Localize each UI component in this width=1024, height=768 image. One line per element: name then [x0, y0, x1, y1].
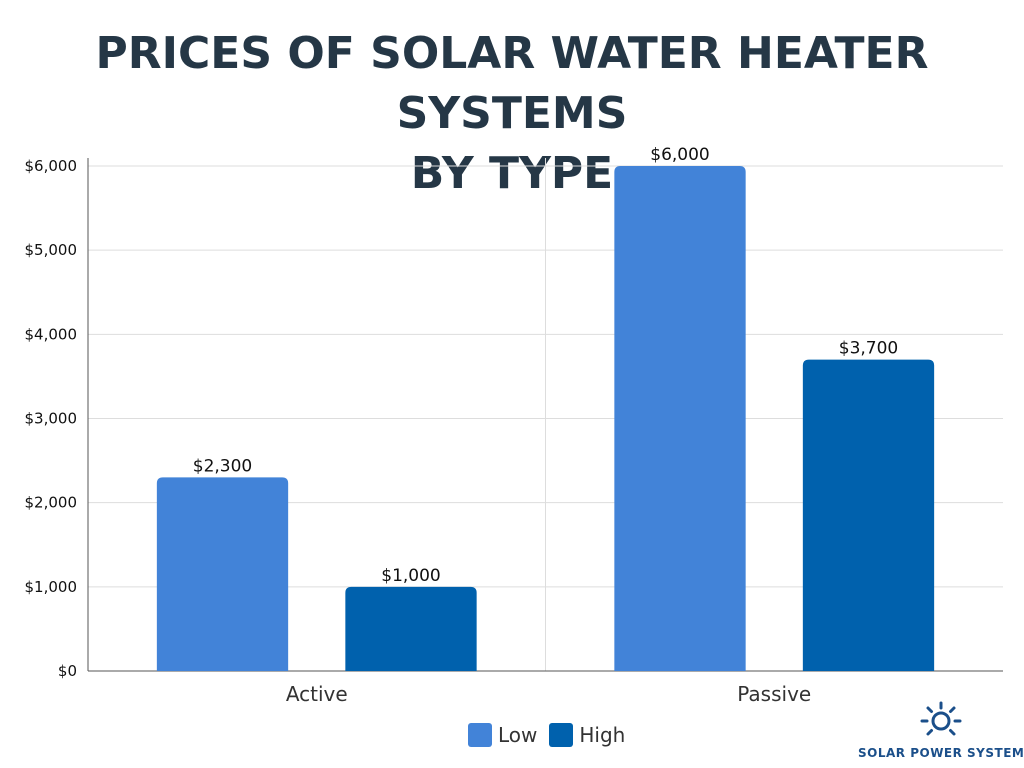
- x-tick-label: Passive: [737, 682, 811, 706]
- legend-swatch-high: [549, 723, 574, 747]
- brand-name: SOLAR POWER SYSTEMS: [858, 746, 1024, 760]
- x-tick-label: Active: [286, 682, 348, 706]
- legend-label-low: Low: [498, 723, 538, 747]
- bar-chart: $0 $1,000 $2,000 $3,000 $4,000 $5,000 $6,000 $2…: [25, 145, 1003, 706]
- bar-low-active: [156, 477, 289, 671]
- chart-title-line-1: PRICES OF SOLAR WATER HEATER SYSTEMS: [95, 28, 929, 139]
- y-tick-label: $1,000: [25, 578, 78, 596]
- brand-logo: SOLAR POWER SYSTEMS: [858, 700, 1024, 760]
- y-tick-label: $4,000: [25, 325, 78, 343]
- y-tick-label: $0: [58, 662, 77, 680]
- legend-swatch-low: [468, 723, 492, 747]
- bar-low-passive: [614, 166, 746, 671]
- bar-high-passive: [802, 359, 935, 671]
- sun-icon: [920, 701, 962, 736]
- data-label-high-passive: $3,700: [839, 339, 898, 359]
- y-tick-label: $3,000: [25, 410, 78, 428]
- chart-title-line-2: BY TYPE: [410, 148, 614, 199]
- y-tick-label: $5,000: [25, 241, 78, 259]
- legend-item-high[interactable]: High: [549, 723, 625, 747]
- data-label-low-active: $2,300: [193, 456, 252, 476]
- chart-title: PRICES OF SOLAR WATER HEATER SYSTEMS BY …: [0, 24, 1024, 204]
- legend: Low High: [468, 720, 625, 750]
- data-label-low-passive: $6,000: [650, 145, 709, 165]
- data-label-high-active: $1,000: [381, 566, 440, 586]
- y-tick-label: $6,000: [25, 157, 78, 175]
- legend-item-low[interactable]: Low: [468, 723, 537, 747]
- legend-label-high: High: [579, 723, 626, 747]
- bar-high-active: [345, 586, 477, 671]
- y-tick-label: $2,000: [25, 494, 78, 512]
